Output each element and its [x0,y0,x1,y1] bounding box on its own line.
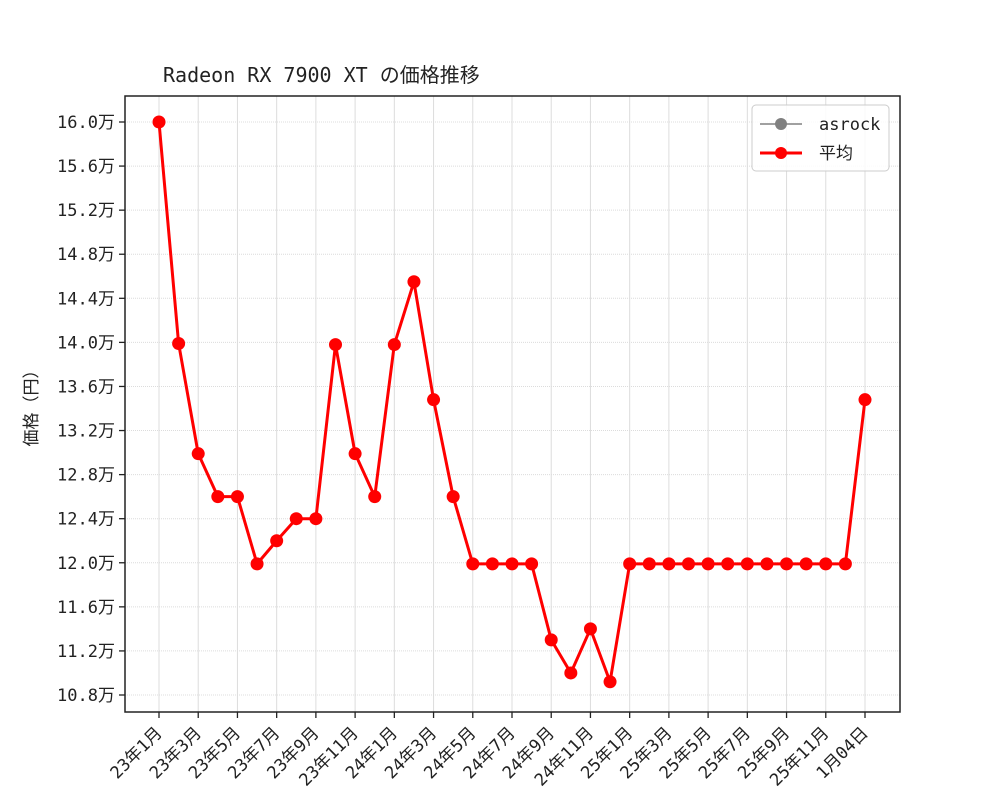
red-marker-icon [775,147,787,159]
data-point [544,633,558,647]
y-tick-label: 10.8万 [57,686,115,706]
y-tick-label: 12.4万 [57,510,115,530]
legend-label-average: 平均 [819,144,853,164]
y-tick-label: 12.0万 [57,554,115,574]
data-point [407,275,421,289]
data-point [289,512,303,526]
data-point [309,512,323,526]
data-point [427,393,441,407]
y-tick-label: 13.2万 [57,422,115,442]
y-tick-label: 11.6万 [57,598,115,618]
y-tick-label: 14.4万 [57,289,115,309]
data-point [505,557,519,571]
data-point [250,557,264,571]
legend-label-asrock: asrock [819,115,880,135]
data-point [623,557,637,571]
grey-marker-icon [775,118,787,130]
data-point [564,666,578,680]
y-tick-label: 15.2万 [57,201,115,221]
data-point [368,490,382,504]
data-point [740,557,754,571]
data-point [230,490,244,504]
y-tick-label: 12.8万 [57,466,115,486]
data-point [799,557,813,571]
data-point [270,534,284,548]
chart-title: Radeon RX 7900 XT の価格推移 [163,63,480,87]
y-tick-label: 13.6万 [57,377,115,397]
data-point [603,675,617,689]
data-point [525,557,539,571]
data-point [701,557,715,571]
data-point [780,557,794,571]
data-point [662,557,676,571]
data-point [858,393,872,407]
y-tick-label: 14.8万 [57,245,115,265]
legend-item-average: 平均 [760,144,853,164]
data-point [721,557,735,571]
x-axis: 23年1月23年3月23年5月23年7月23年9月23年11月24年1月24年3… [107,712,873,791]
y-axis: 10.8万 11.2万 11.6万 12.0万 12.4万 12.8万 13.2万 13.6万… [57,113,125,706]
legend-item-asrock: asrock [760,115,880,135]
y-axis-label: 価格（円） [22,362,42,447]
data-point [760,557,774,571]
y-tick-label: 16.0万 [57,113,115,133]
data-point [583,622,597,636]
y-tick-label: 14.0万 [57,333,115,353]
legend: asrock 平均 [751,104,890,172]
data-point [485,557,499,571]
data-point [819,557,833,571]
data-point [387,338,401,352]
data-point [329,338,342,352]
grid-lines [125,96,900,712]
data-point [446,490,460,504]
series-average [152,115,872,689]
y-tick-label: 15.6万 [57,157,115,177]
data-point [172,336,186,350]
data-point [682,557,695,571]
data-point [211,490,225,504]
data-point [152,115,166,129]
y-tick-label: 11.2万 [57,642,115,662]
data-point [642,557,656,571]
data-point [466,557,480,571]
data-point [191,447,205,461]
data-point [838,557,852,571]
data-point [348,447,362,461]
